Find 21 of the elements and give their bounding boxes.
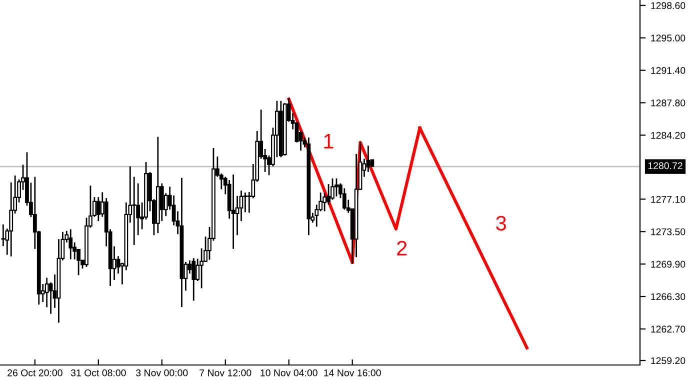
y-tick-label: 1262.70 bbox=[651, 326, 686, 333]
annotation: 1 bbox=[324, 134, 334, 148]
y-tick-label: 1277.10 bbox=[651, 196, 686, 203]
annotation: 3 bbox=[496, 216, 506, 231]
y-tick-label: 1287.80 bbox=[651, 99, 686, 106]
ref-line-label: 1280.72 bbox=[648, 162, 682, 170]
y-tick-label: 1291.40 bbox=[651, 67, 686, 74]
y-tick-label: 1284.20 bbox=[651, 132, 686, 139]
y-tick-label: 1269.90 bbox=[651, 260, 686, 268]
y-tick-label: 1259.20 bbox=[651, 357, 686, 364]
y-tick-label: 1273.50 bbox=[651, 228, 686, 236]
x-tick-label: 10 Nov 04:00 bbox=[260, 369, 318, 376]
x-tick-label: 14 Nov 16:00 bbox=[324, 369, 381, 376]
x-tick-label: 26 Oct 20:00 bbox=[8, 369, 62, 376]
y-tick-label: 1266.30 bbox=[651, 293, 686, 300]
x-tick-label: 7 Nov 12:00 bbox=[200, 369, 252, 376]
x-tick-label: 31 Oct 08:00 bbox=[70, 369, 126, 376]
x-tick-label: 3 Nov 00:00 bbox=[136, 369, 188, 376]
y-tick-label: 1295.00 bbox=[651, 34, 686, 42]
annotation: 2 bbox=[397, 240, 407, 256]
y-tick-label: 1298.60 bbox=[651, 2, 686, 10]
